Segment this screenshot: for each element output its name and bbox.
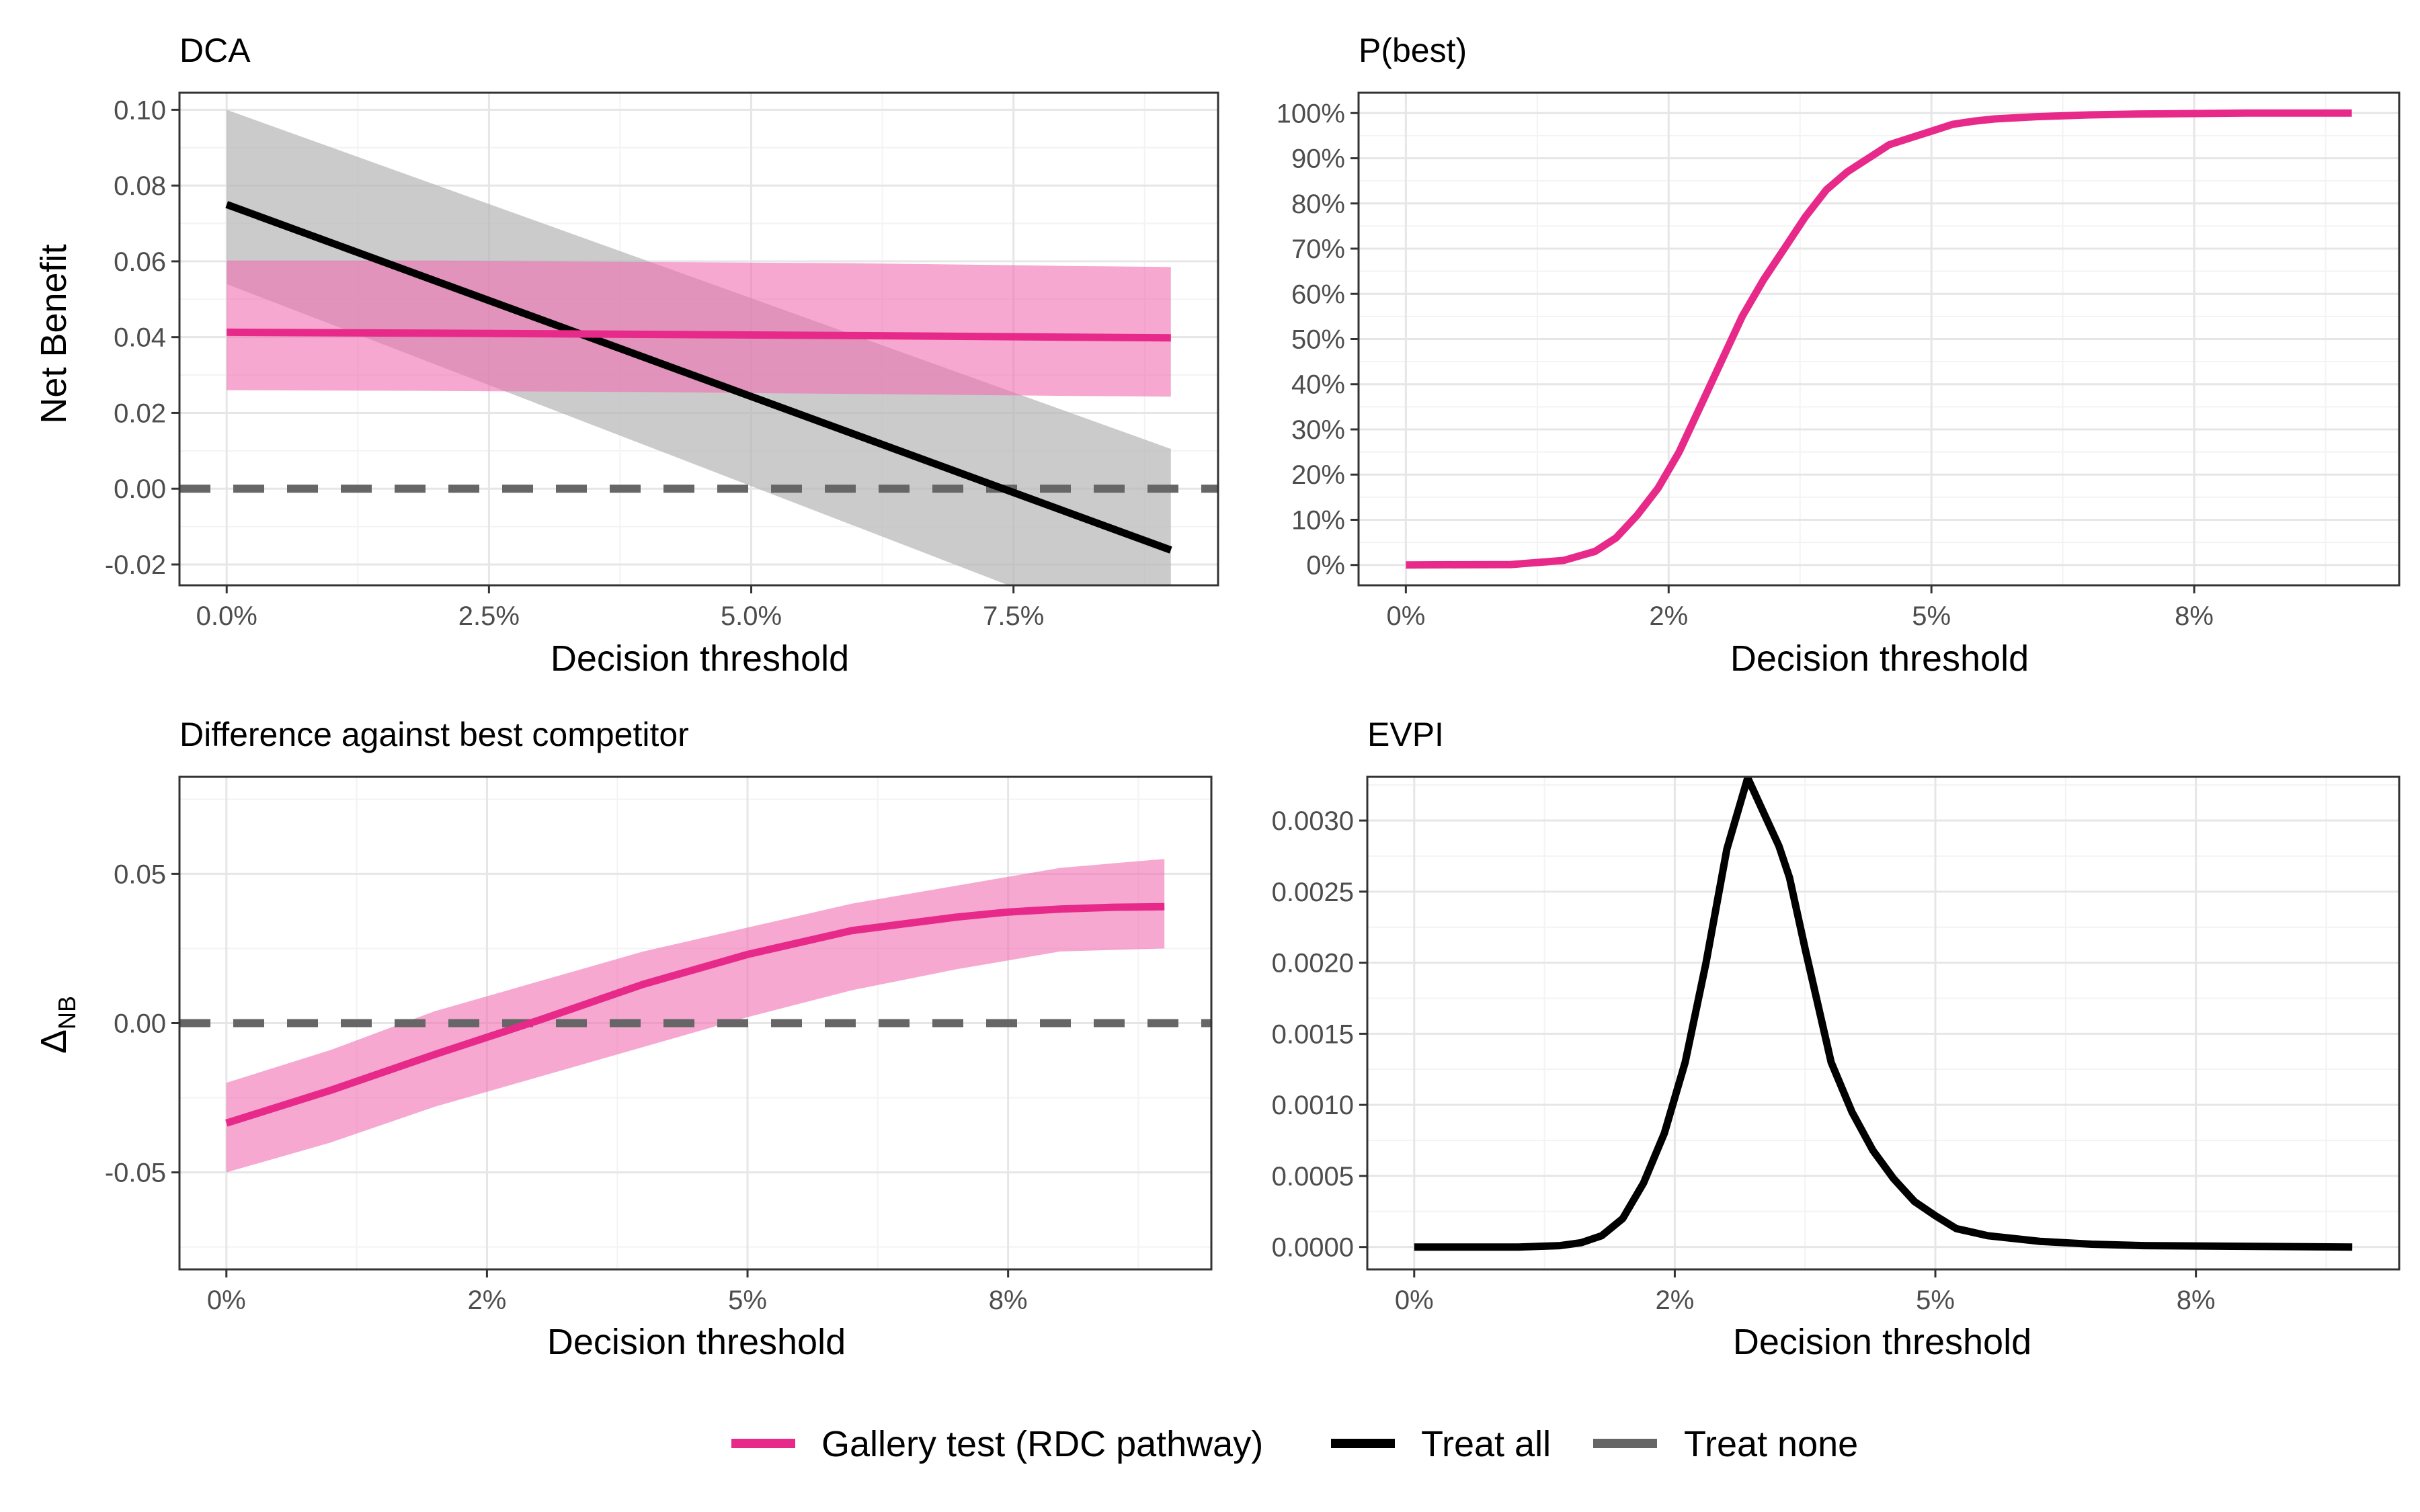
pbest-series [1406,109,2352,569]
pbest-ytick-label-9: 90% [1291,144,1345,174]
evpi-ytick-label-2: 0.0010 [1272,1091,1354,1120]
evpi-panel-border [1366,775,2401,1271]
pbest-ytick-label-7: 70% [1291,235,1345,264]
dca-xtick-label-2: 5.0% [721,601,782,631]
dca-xtick-label-3: 7.5% [983,601,1044,631]
evpi-xtick-label-0: 0% [1395,1286,1434,1315]
panel-evpi: EVPI Decision threshold 0% 2% 5% 8% 0.0000 0.… [1272,716,2401,1362]
panel-delta-title: Difference against best competitor [179,716,689,753]
delta-series [179,859,1211,1173]
pbest-xtick-label-3: 8% [2175,601,2214,631]
pbest-line-model-0 [1406,109,2352,569]
pbest-ytick-label-2: 20% [1291,460,1345,490]
dca-ytick-label-4: 0.06 [114,247,166,277]
dca-ytick-label-6: 0.10 [114,95,166,125]
pbest-ytick-label-8: 80% [1291,190,1345,219]
panel-pbest-title: P(best) [1359,32,1467,69]
evpi-xtick-label-1: 2% [1655,1286,1694,1315]
pbest-ytick-label-6: 60% [1291,280,1345,309]
evpi-ytick-label-5: 0.0025 [1272,878,1354,907]
evpi-axes: 0% 2% 5% 8% 0.0000 0.0005 0.0010 0.0015 0.0020 0.… [1272,806,2216,1315]
legend: Gallery test (RDC pathway) Treat all Tre… [731,1424,1858,1464]
delta-ytick-label-2: 0.05 [114,859,166,889]
evpi-xtick-label-2: 5% [1916,1286,1955,1315]
panel-delta-xlabel: Decision threshold [547,1322,846,1362]
dca-xtick-label-1: 2.5% [458,601,520,631]
delta-axes: 0% 2% 5% 8% -0.05 0.00 0.05 [105,859,1028,1315]
panel-delta-plot: 0% 2% 5% 8% -0.05 0.00 0.05 [105,775,1213,1315]
evpi-ytick-label-4: 0.0020 [1272,949,1354,978]
delta-xtick-label-2: 5% [728,1286,767,1315]
panel-evpi-xlabel: Decision threshold [1733,1322,2031,1362]
evpi-series [1414,777,2353,1251]
pbest-axes: 0% 2% 5% 8% 0% 10% 20% 30% 40% 50% 60% 70% 80% 90% 100… [1277,99,2214,631]
panel-dca-ylabel: Net Benefit [34,244,74,423]
dca-ytick-label-1: 0.00 [114,474,166,504]
panel-pbest: P(best) Decision threshold 0% 2% 5% 8% 0% 10%… [1277,32,2401,679]
panel-delta: Difference against best competitor Decis… [34,716,1213,1362]
evpi-line-treat_all-0 [1414,777,2353,1251]
dca-line-treat_all-3 [225,201,1172,554]
evpi-ytick-label-1: 0.0005 [1272,1162,1354,1191]
dca-axes: 0.0% 2.5% 5.0% 7.5% -0.02 0.00 0.02 0.04 0.06 0.0… [105,95,1044,631]
pbest-xtick-label-1: 2% [1649,601,1688,631]
dca-ytick-label-2: 0.02 [114,398,166,428]
panel-dca-plot: 0.0% 2.5% 5.0% 7.5% -0.02 0.00 0.02 0.04 0.06 0.0… [105,91,1219,631]
dca-xtick-label-0: 0.0% [196,601,257,631]
delta-band-model-0 [226,859,1165,1173]
dca-panel-border [178,91,1219,587]
pbest-ytick-label-1: 10% [1291,505,1345,535]
dca-line-model-4 [227,328,1171,342]
delta-xtick-label-0: 0% [207,1286,246,1315]
pbest-ytick-label-0: 0% [1306,551,1345,581]
legend-label-treat-none: Treat none [1684,1424,1858,1464]
delta-xtick-label-1: 2% [467,1286,506,1315]
evpi-ytick-label-3: 0.0015 [1272,1019,1354,1049]
panel-dca-title: DCA [179,32,251,69]
delta-ytick-label-1: 0.00 [114,1009,166,1039]
dca-ytick-label-5: 0.08 [114,171,166,201]
pbest-ytick-label-10: 100% [1277,99,1345,128]
panel-delta-ylabel: ΔNB [34,996,81,1054]
panel-dca: DCA Decision threshold Net Benefit 0.0% 2… [34,32,1219,679]
panel-delta-ylabel-main: Δ [34,1030,74,1054]
delta-line-model-2 [225,902,1165,1127]
pbest-grid [1359,93,2399,585]
evpi-ytick-label-0: 0.0000 [1272,1233,1354,1263]
evpi-ytick-label-6: 0.0030 [1272,806,1354,836]
pbest-ytick-label-4: 40% [1291,370,1345,400]
panel-dca-xlabel: Decision threshold [551,638,849,679]
dca-ytick-label-3: 0.04 [114,323,166,353]
pbest-xtick-label-0: 0% [1386,601,1425,631]
panel-pbest-plot: 0% 2% 5% 8% 0% 10% 20% 30% 40% 50% 60% 70% 80% 90% 100… [1277,91,2401,631]
pbest-ytick-label-5: 50% [1291,325,1345,355]
panel-pbest-xlabel: Decision threshold [1730,638,2029,679]
delta-ytick-label-0: -0.05 [105,1159,166,1188]
panel-evpi-title: EVPI [1367,716,1444,753]
panel-evpi-plot: 0% 2% 5% 8% 0.0000 0.0005 0.0010 0.0015 0.0020 0.… [1272,775,2401,1315]
legend-label-treat-all: Treat all [1421,1424,1551,1464]
delta-xtick-label-3: 8% [989,1286,1028,1315]
evpi-xtick-label-3: 8% [2177,1286,2216,1315]
legend-label-model: Gallery test (RDC pathway) [821,1424,1263,1464]
panel-delta-ylabel-sub: NB [53,996,81,1030]
dca-ytick-label-0: -0.02 [105,550,166,580]
pbest-ytick-label-3: 30% [1291,415,1345,445]
pbest-xtick-label-2: 5% [1912,601,1951,631]
dca-series [179,110,1218,585]
